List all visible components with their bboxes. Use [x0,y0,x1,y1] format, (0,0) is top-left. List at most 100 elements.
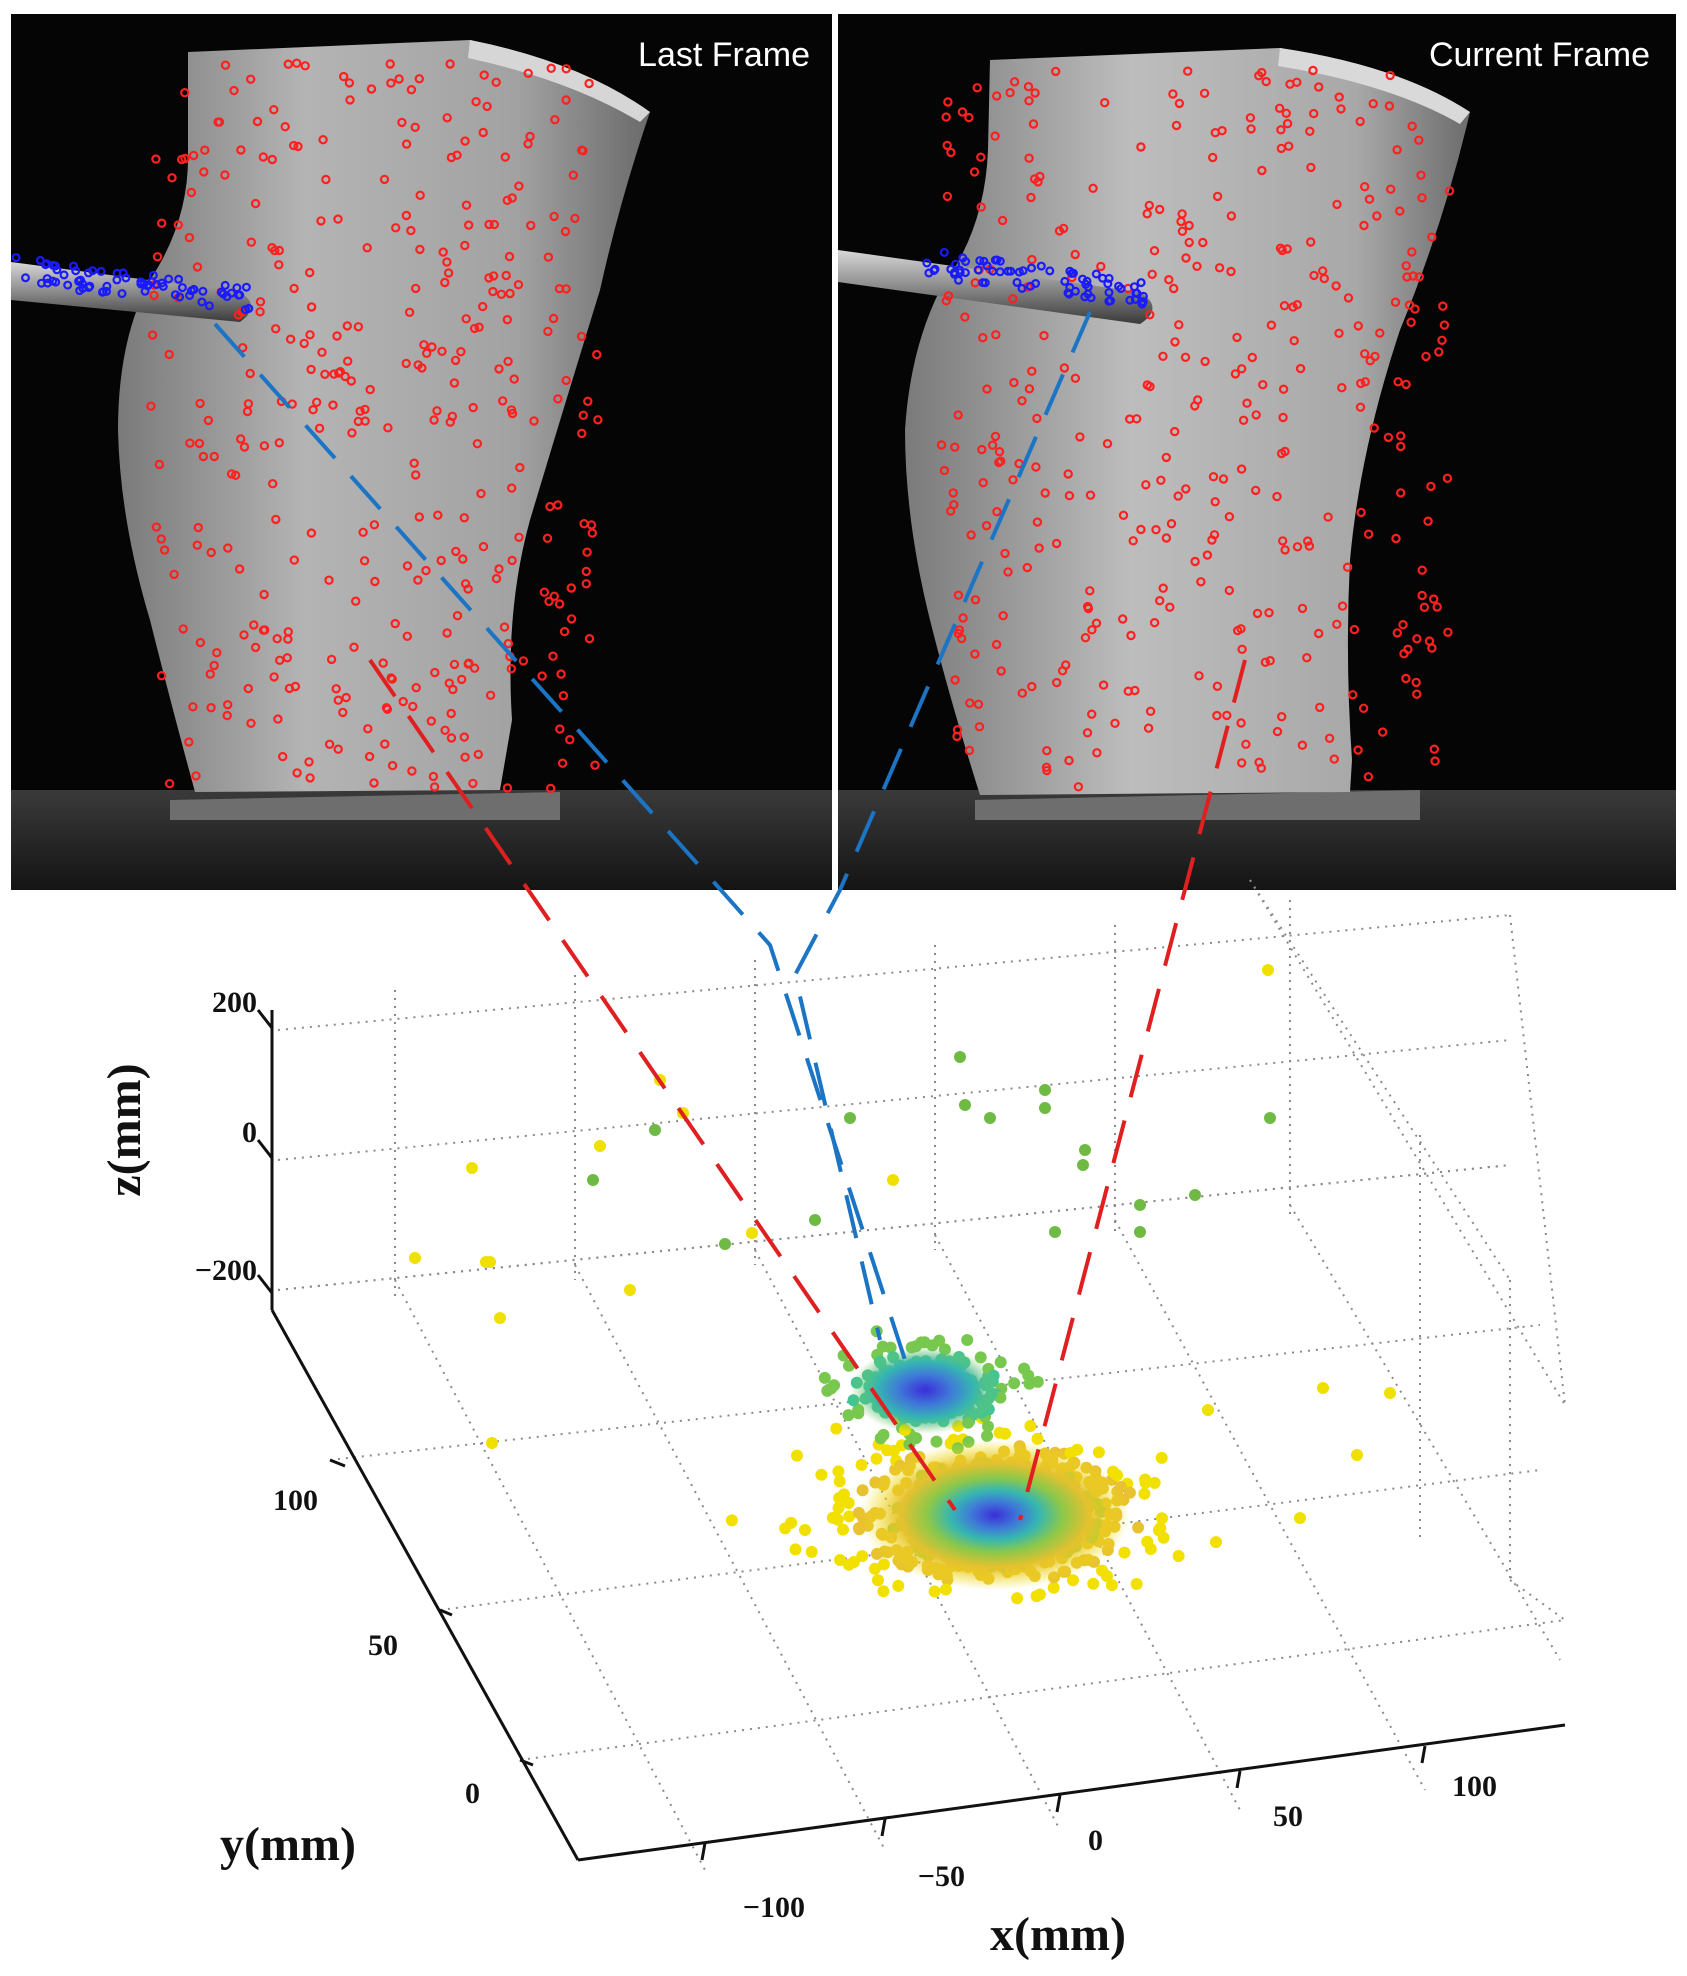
tissue-feature-marker [1302,653,1312,663]
tissue-feature-marker [543,252,554,262]
tissue-feature-marker [1398,620,1408,630]
tool-feature-marker [1014,267,1024,277]
z-axis-ticks [256,1009,274,1294]
tissue-feature-marker [1272,491,1282,502]
tissue-feature-marker [188,702,198,712]
tissue-feature-marker [324,739,335,750]
tissue-feature-marker [341,692,351,703]
tissue-feature-marker [269,672,279,682]
tissue-feature-marker [1251,410,1261,420]
tool-feature-marker [1138,297,1148,307]
tissue-feature-marker [401,358,411,369]
tissue-feature-marker [584,634,595,644]
outlier-point [1384,1387,1396,1399]
tissue-feature-marker [1358,703,1369,714]
tissue-feature-marker [581,579,592,589]
tool-cluster-point [961,1334,974,1346]
tissue-feature-marker [1086,709,1097,719]
tissue-feature-marker [1088,183,1098,193]
tissue-feature-marker [1158,583,1168,593]
tool-feature-marker [1060,276,1070,286]
tissue-feature-marker [1194,671,1204,681]
tool-feature-marker [121,273,131,283]
tissue-feature-marker [546,63,556,74]
tissue-feature-marker [269,104,279,115]
tissue-feature-marker [268,479,278,489]
tool-feature-marker [148,270,158,280]
tissue-feature-marker [1051,538,1062,549]
tissue-feature-marker [1161,533,1172,543]
tissue-feature-marker [440,725,450,736]
tissue-feature-marker [1136,524,1146,535]
tool-feature-marker [198,286,208,296]
tool-feature-marker [953,275,963,285]
tissue-feature-marker [243,683,253,694]
tissue-feature-marker [560,226,571,237]
tissue-feature-markers [146,58,603,794]
tissue-feature-marker [1416,170,1426,180]
x-axis-title: x(mm) [990,1908,1126,1961]
tissue-feature-marker [289,283,299,294]
tissue-feature-marker [1305,126,1315,137]
tissue-feature-marker [292,768,302,778]
tissue-feature-marker [1308,65,1318,76]
tool-feature-marker [75,286,85,296]
tissue-feature-marker [478,127,488,138]
tissue-feature-marker [401,210,412,221]
tissue-feature-marker [415,190,425,200]
tissue-feature-marker [1279,301,1290,311]
tissue-feature-marker [1212,681,1223,692]
tissue-feature-marker [950,675,960,685]
z-axis-title: z(mm) [98,1063,151,1196]
tissue-feature-marker [456,347,466,357]
tissue-feature-marker [206,547,216,558]
tissue-feature-marker [461,314,471,324]
tissue-feature-marker [1210,127,1221,138]
tissue-feature-marker [258,152,268,162]
tissue-feature-marker [236,145,246,155]
y-tick [439,1608,453,1617]
tissue-feature-marker [1096,261,1106,272]
tissue-feature-marker [577,145,587,155]
tissue-feature-marker [1257,165,1267,176]
tissue-feature-marker [1236,758,1247,768]
tissue-phantom [905,48,1470,795]
tissue-feature-marker [342,321,352,331]
tissue-feature-marker [1117,614,1128,624]
tool-feature-marker [177,283,187,293]
current-frame-caption: Current Frame [1429,36,1650,74]
tissue-feature-marker [430,667,440,678]
tool-feature-marker [40,260,50,270]
tissue-feature-marker [331,684,341,694]
tissue-feature-marker [503,356,513,367]
tissue-cluster-point [1154,1522,1167,1535]
tool-feature-marker [950,268,960,278]
tissue-feature-marker [991,330,1001,340]
tissue-cluster-point [725,1514,738,1527]
tissue-feature-marker [1059,363,1070,373]
tissue-feature-marker [556,669,566,679]
tissue-feature-marker [1200,356,1210,367]
tissue-feature-marker [220,60,231,70]
tissue-feature-marker [973,699,984,710]
tissue-feature-marker [1208,472,1219,482]
tissue-feature-marker [504,251,515,262]
tissue-feature-marker [429,415,439,425]
tissue-feature-marker [1337,383,1347,393]
tissue-feature-marker [290,681,301,692]
tool-cluster-point [876,1340,889,1353]
tissue-feature-marker [369,778,379,788]
tissue-feature-marker [280,121,290,132]
outlier-point [624,1284,636,1296]
tissue-feature-marker [239,630,249,640]
tissue-feature-marker [449,659,460,670]
tissue-feature-marker [147,330,158,340]
tissue-feature-marker [1180,352,1191,362]
tissue-cluster-point [1210,1536,1222,1549]
tool-feature-marker [1083,282,1093,292]
outlier-point [844,1112,856,1124]
tissue-feature-marker [1363,772,1374,782]
tissue-feature-marker [1429,744,1440,754]
outlier-point [1134,1199,1146,1211]
